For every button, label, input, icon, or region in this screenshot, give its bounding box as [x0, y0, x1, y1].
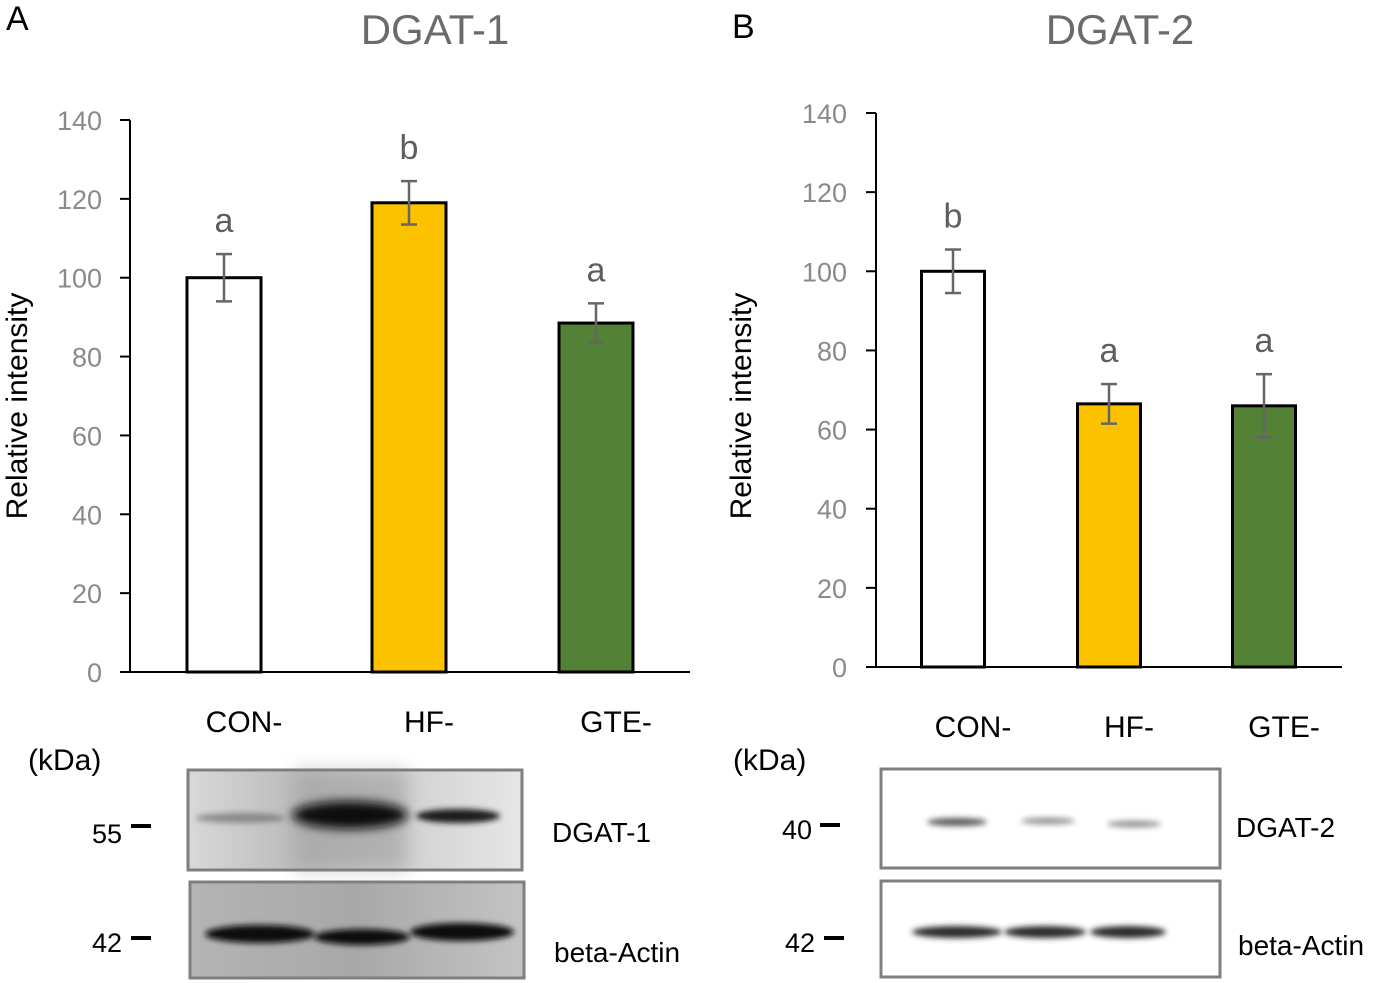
y-axis-label-b: Relative intensity: [725, 293, 758, 520]
significance-labels-b: b a a: [944, 198, 1274, 371]
mw-marker-b2: 42: [785, 928, 815, 958]
significance-label: a: [1100, 332, 1119, 370]
blot-b1-band-con: [927, 818, 987, 826]
blot-protein-label-a2: beta-Actin: [554, 937, 680, 968]
y-axis-label-a: Relative intensity: [1, 293, 34, 520]
y-tick-label: 20: [817, 574, 847, 604]
category-label: CON-: [935, 711, 1012, 744]
blot-b2-band-gte: [1090, 926, 1166, 938]
panel-letter-a: A: [6, 0, 29, 38]
y-tick-label: 0: [832, 653, 847, 683]
mw-tick-b2: [824, 936, 844, 940]
category-label: HF-: [1104, 711, 1154, 744]
blot-b1-frame: [879, 767, 1222, 870]
category-label: GTE-: [1248, 711, 1320, 744]
blot-protein-label-a1: DGAT-1: [552, 817, 651, 848]
kda-label-b: (kDa): [733, 744, 806, 777]
y-tick-label: 80: [72, 343, 102, 373]
blot-b2-band-con: [912, 926, 1002, 938]
y-tick-label: 60: [817, 416, 847, 446]
blot-b2-band-hf: [1004, 926, 1086, 938]
bars-a: [185, 179, 635, 674]
blot-protein-label-b2: beta-Actin: [1238, 930, 1364, 961]
y-tick-label: 140: [802, 99, 847, 129]
significance-labels-a: a b a: [215, 129, 606, 289]
y-tick-label: 100: [802, 257, 847, 287]
blot-a2-frame: [188, 880, 526, 980]
y-ticks-b: 0 20 40 60 80 100 120 140: [802, 99, 876, 683]
y-ticks-a: 0 20 40 60 80 100 120 140: [57, 106, 130, 688]
bar-gte: [557, 321, 635, 674]
category-labels-a: CON- HF- GTE-: [206, 706, 652, 739]
blot-protein-label-b1: DGAT-2: [1236, 812, 1335, 843]
blot-a1-frame: [186, 768, 524, 872]
mw-tick-a2: [131, 936, 151, 940]
significance-label: b: [400, 129, 419, 167]
y-tick-label: 100: [57, 264, 102, 294]
blot-b-row-2: [879, 879, 1222, 979]
blot-a1-band-hf: [292, 801, 408, 829]
y-tick-label: 40: [817, 495, 847, 525]
blot-a1-band-gte: [416, 809, 500, 823]
bars-b: [920, 248, 1297, 669]
significance-label: a: [215, 202, 234, 240]
panel-letter-b: B: [732, 8, 755, 46]
blot-a2-band-gte: [410, 923, 514, 941]
significance-label: a: [587, 251, 606, 289]
blot-b1-band-hf: [1021, 817, 1075, 825]
y-tick-label: 80: [817, 336, 847, 366]
blot-b-row-1: [879, 767, 1222, 870]
blot-b1-band-gte: [1107, 820, 1161, 828]
bar-con: [920, 269, 986, 669]
category-label: HF-: [404, 706, 454, 739]
mw-tick-b1: [820, 823, 840, 827]
significance-label: b: [944, 198, 963, 236]
y-tick-label: 140: [57, 106, 102, 136]
bar-hf: [370, 201, 448, 674]
significance-label: a: [1255, 322, 1274, 360]
panel-b: B DGAT-2 Relative intensity 0 20 40 60 80 100…: [725, 6, 1364, 979]
mw-tick-a1: [131, 824, 151, 828]
mw-marker-b1: 40: [782, 815, 812, 845]
y-tick-label: 120: [802, 178, 847, 208]
blot-a-row-1: [186, 768, 524, 872]
y-tick-label: 40: [72, 500, 102, 530]
blot-a2-band-con: [205, 925, 315, 943]
chart-title-b: DGAT-2: [1046, 6, 1195, 53]
mw-marker-a2: 42: [92, 928, 122, 958]
chart-title-a: DGAT-1: [361, 6, 510, 53]
kda-label-a: (kDa): [28, 744, 101, 777]
blot-a1-band-con: [195, 813, 285, 823]
panel-a: A DGAT-1 Relative intensity 0 20 40 60 80 100…: [1, 0, 690, 980]
category-label: GTE-: [580, 706, 652, 739]
blot-a-row-2: [188, 880, 526, 980]
y-tick-label: 20: [72, 579, 102, 609]
y-tick-label: 60: [72, 421, 102, 451]
blot-b2-frame: [879, 879, 1222, 979]
y-tick-label: 120: [57, 185, 102, 215]
blot-a2-band-hf: [314, 929, 410, 945]
category-label: CON-: [206, 706, 283, 739]
mw-marker-a1: 55: [92, 819, 122, 849]
bar-hf: [1076, 402, 1142, 669]
bar-gte: [1231, 404, 1297, 669]
category-labels-b: CON- HF- GTE-: [935, 711, 1320, 744]
bar-con: [185, 276, 263, 674]
y-tick-label: 0: [87, 658, 102, 688]
